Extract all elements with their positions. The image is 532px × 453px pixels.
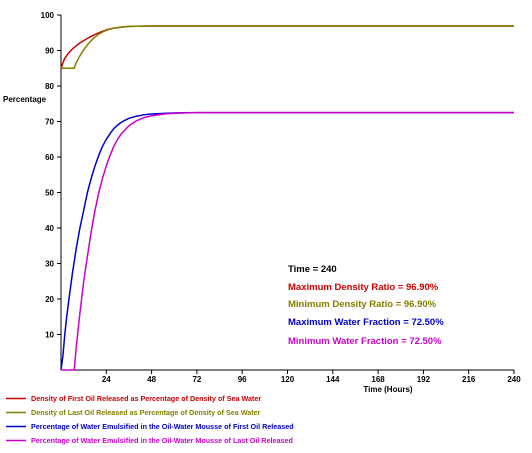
x-tick-label: 72 (192, 375, 201, 384)
series-line-2 (61, 25, 514, 70)
x-tick-label: 24 (102, 375, 111, 384)
x-tick-label: 240 (507, 375, 521, 384)
y-tick-label: 90 (45, 47, 54, 56)
series-line-1 (60, 25, 514, 69)
x-tick-label: 192 (417, 375, 431, 384)
annotation-5: Minimum Water Fraction = 72.50% (288, 336, 442, 347)
x-axis-title: Time (Hours) (363, 385, 413, 394)
x-tick-label: 144 (326, 375, 340, 384)
y-tick-label: 10 (45, 331, 54, 340)
y-axis-title: Percentage (3, 95, 47, 104)
series-line-3 (60, 111, 514, 371)
y-tick-label: 50 (45, 189, 54, 198)
series-line-4 (61, 111, 514, 371)
annotation-4: Maximum Water Fraction = 72.50% (288, 317, 444, 328)
y-tick-label: 60 (45, 153, 54, 162)
legend-label-2: Density of Last Oil Released as Percenta… (31, 408, 261, 417)
annotation-2: Maximum Density Ratio = 96.90% (288, 282, 439, 293)
x-tick-label: 216 (462, 375, 476, 384)
x-tick-label: 48 (147, 375, 156, 384)
annotation-1: Time = 240 (288, 264, 337, 275)
x-tick-label: 168 (371, 375, 385, 384)
y-tick-label: 30 (45, 260, 54, 269)
y-tick-label: 70 (45, 118, 54, 127)
legend-label-3: Percentage of Water Emulsified in the Oi… (31, 422, 294, 431)
legend-label-4: Percentage of Water Emulsified in the Oi… (31, 436, 293, 445)
y-tick-label: 40 (45, 224, 54, 233)
y-tick-label: 100 (41, 11, 55, 20)
x-tick-label: 96 (238, 375, 247, 384)
x-tick-label: 120 (281, 375, 295, 384)
y-tick-label: 80 (45, 82, 54, 91)
y-tick-label: 20 (45, 295, 54, 304)
annotation-3: Minimum Density Ratio = 96.90% (288, 299, 437, 310)
legend-label-1: Density of First Oil Released as Percent… (31, 394, 261, 403)
